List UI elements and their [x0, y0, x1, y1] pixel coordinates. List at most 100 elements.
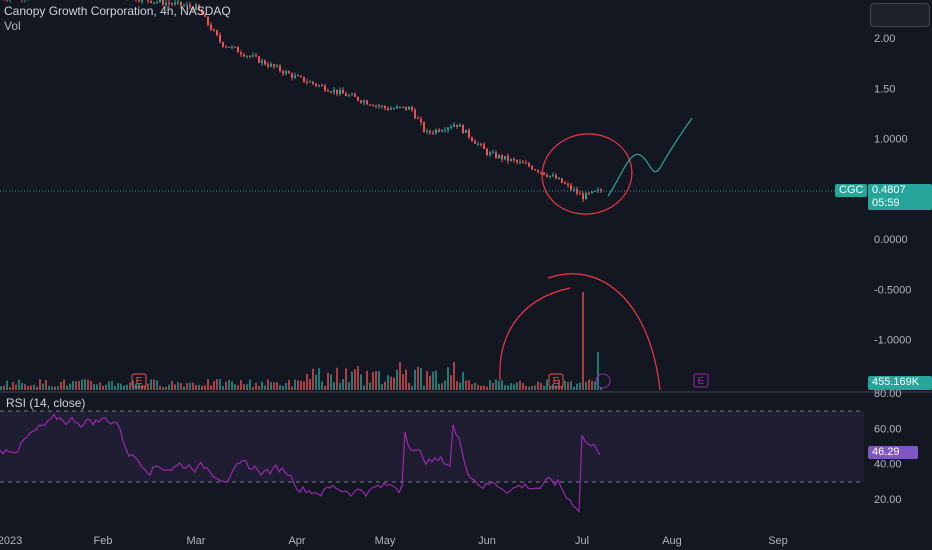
- earnings-marker: [693, 373, 709, 388]
- candle-body: [384, 105, 386, 109]
- candle-body: [513, 158, 515, 161]
- dividend-marker: [595, 373, 611, 389]
- volume-bar: [222, 386, 224, 390]
- candle-body: [168, 2, 170, 4]
- rsi-tick-label: 60.00: [874, 423, 902, 435]
- volume-bar: [276, 382, 278, 390]
- candle-body: [228, 46, 230, 48]
- candle-body: [417, 117, 419, 119]
- candle-body: [249, 55, 251, 57]
- candle-body: [381, 105, 383, 107]
- volume-bar: [468, 380, 470, 390]
- volume-bar: [318, 368, 320, 390]
- candle-body: [153, 2, 155, 4]
- candle-body: [597, 189, 599, 191]
- toolbar-box[interactable]: [870, 3, 930, 27]
- volume-bar: [198, 384, 200, 390]
- candle-body: [456, 124, 458, 127]
- volume-bar: [114, 385, 116, 390]
- volume-bar: [570, 381, 572, 390]
- rsi-tick-label: 80.00: [874, 388, 902, 400]
- candle-body: [240, 52, 242, 55]
- volume-bar: [165, 386, 167, 390]
- candle-body: [174, 2, 176, 5]
- candle-body: [171, 3, 173, 5]
- volume-bar: [228, 379, 230, 390]
- volume-bars: [0, 292, 602, 390]
- volume-bar: [375, 371, 377, 390]
- volume-bar: [168, 384, 170, 390]
- volume-bar: [585, 381, 587, 390]
- candle-body: [243, 54, 245, 57]
- candle-body: [192, 7, 194, 10]
- volume-bar: [195, 385, 197, 390]
- volume-bar: [294, 379, 296, 390]
- candle-body: [165, 2, 167, 5]
- candle-body: [267, 64, 269, 67]
- candle-body: [150, 0, 152, 3]
- candle-body: [285, 71, 287, 74]
- volume-bar: [321, 381, 323, 390]
- candle-body: [450, 126, 452, 128]
- candle-body: [213, 29, 215, 31]
- volume-bar: [315, 374, 317, 390]
- candle-body: [309, 81, 311, 83]
- volume-bar: [147, 383, 149, 390]
- volume-bar: [474, 382, 476, 390]
- earnings-marker-label: E: [553, 376, 560, 387]
- volume-bar: [447, 367, 449, 390]
- volume-bar: [573, 386, 575, 390]
- time-tick-label: Feb: [94, 535, 113, 547]
- candle-body: [483, 144, 485, 149]
- candle-body: [333, 89, 335, 93]
- volume-bar: [252, 386, 254, 390]
- candle-body: [273, 64, 275, 67]
- volume-bar: [57, 386, 59, 390]
- candle-body: [459, 124, 461, 127]
- volume-bar: [567, 382, 569, 390]
- volume-bar: [453, 362, 455, 390]
- volume-bar: [60, 381, 62, 390]
- volume-bar: [309, 379, 311, 390]
- volume-bar: [594, 381, 596, 390]
- candle-body: [366, 100, 368, 105]
- volume-bar: [219, 379, 221, 390]
- volume-bar: [444, 380, 446, 390]
- candle-body: [252, 55, 254, 57]
- candle-body: [393, 108, 395, 110]
- volume-bar: [78, 381, 80, 390]
- volume-bar: [546, 379, 548, 390]
- volume-bar: [69, 383, 71, 390]
- candle-body: [429, 130, 431, 133]
- candle-body: [477, 143, 479, 145]
- user-drawings: [499, 117, 693, 391]
- volume-bar: [54, 386, 56, 390]
- volume-bar: [63, 379, 65, 390]
- volume-bar: [102, 385, 104, 390]
- candle-body: [156, 1, 158, 3]
- symbol-legend: Canopy Growth Corporation, 4h, NASDAQ Vo…: [4, 4, 231, 34]
- volume-bar: [249, 379, 251, 390]
- volume-bar: [561, 386, 563, 390]
- volume-bar: [297, 380, 299, 390]
- candle-body: [570, 184, 572, 190]
- candle-body: [564, 182, 566, 184]
- candle-body: [579, 193, 581, 195]
- volume-bar: [18, 379, 20, 390]
- volume-bar: [90, 380, 92, 390]
- volume-bar: [390, 376, 392, 390]
- volume-bar: [489, 380, 491, 390]
- volume-bar: [558, 379, 560, 390]
- candle-body: [195, 4, 197, 10]
- candle-body: [207, 16, 209, 25]
- volume-bar: [174, 384, 176, 390]
- volume-bar: [99, 382, 101, 390]
- candle-body: [270, 64, 272, 67]
- volume-bar: [480, 385, 482, 390]
- candle-body: [498, 155, 500, 158]
- volume-bar: [576, 383, 578, 390]
- price-tick-label: 0.0000: [874, 234, 908, 246]
